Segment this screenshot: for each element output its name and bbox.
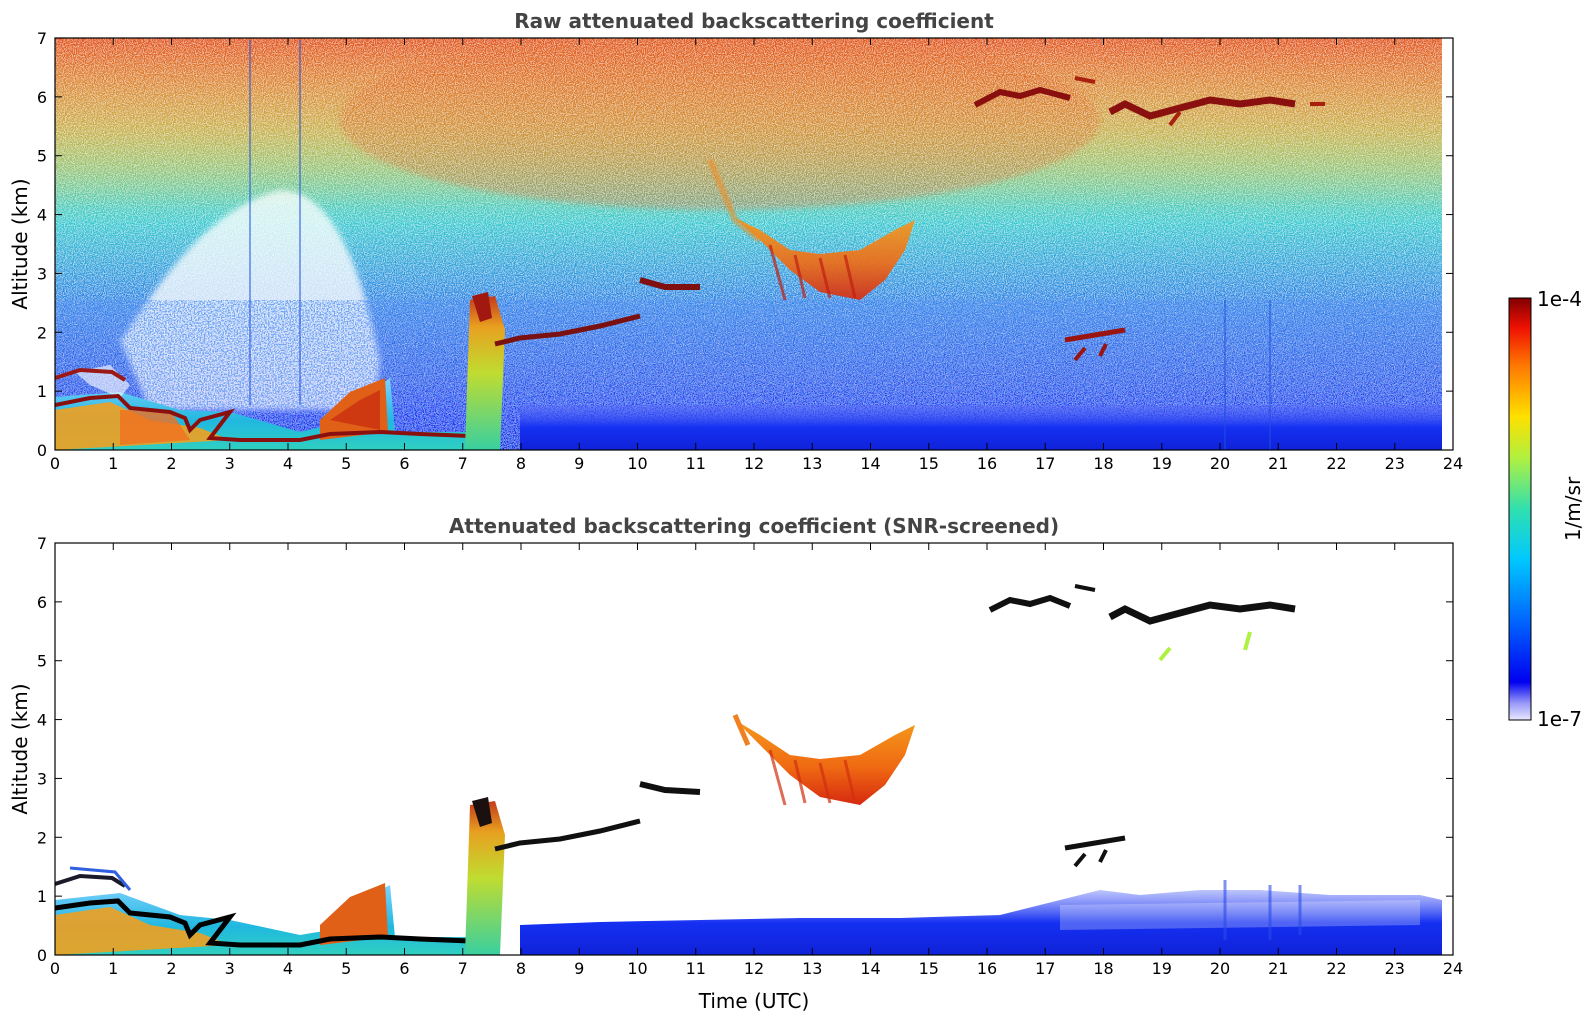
screened-y-tick-label: 7 [37, 534, 47, 553]
screened-x-tick-label: 23 [1385, 959, 1405, 978]
screened-x-tick-label: 13 [802, 959, 822, 978]
screened-x-tick-label: 5 [341, 959, 351, 978]
raw-x-tick-label: 19 [1152, 454, 1172, 473]
screened-x-tick-label: 3 [225, 959, 235, 978]
screened-x-tick-label: 12 [744, 959, 764, 978]
raw-x-tick-label: 17 [1035, 454, 1055, 473]
raw-x-tick-label: 0 [50, 454, 60, 473]
raw-x-tick-label: 22 [1326, 454, 1346, 473]
raw-x-axis: 0 1 2 3 4 5 6 7 8 9 10 11 12 13 14 15 16 17 18 19 20 21 22 23 24 [50, 38, 1463, 473]
raw-x-tick-label: 20 [1210, 454, 1230, 473]
screened-y-axis: 0 1 2 3 4 5 6 7 [37, 534, 1453, 965]
raw-x-tick-label: 16 [977, 454, 997, 473]
screened-x-tick-label: 6 [399, 959, 409, 978]
colorbar-min-label: 1e-7 [1537, 707, 1582, 731]
screened-y-tick-label: 2 [37, 828, 47, 847]
raw-x-tick-label: 4 [283, 454, 293, 473]
screened-x-axis: 0 1 2 3 4 5 6 7 8 9 10 11 12 13 14 15 16 17 18 19 20 21 22 23 24 [50, 543, 1463, 978]
raw-backscatter-panel: Raw attenuated backscattering coefficien… [8, 9, 1463, 473]
screened-x-tick-label: 20 [1210, 959, 1230, 978]
raw-x-tick-label: 15 [919, 454, 939, 473]
screened-x-tick-label: 9 [574, 959, 584, 978]
screened-x-tick-label: 24 [1443, 959, 1463, 978]
screened-x-tick-label: 21 [1268, 959, 1288, 978]
raw-y-tick-label: 3 [37, 264, 47, 283]
screened-x-tick-label: 19 [1152, 959, 1172, 978]
screened-x-tick-label: 1 [108, 959, 118, 978]
screened-y-tick-label: 3 [37, 769, 47, 788]
screened-x-tick-label: 10 [627, 959, 647, 978]
raw-y-tick-label: 4 [37, 206, 47, 225]
screened-x-tick-label: 7 [458, 959, 468, 978]
screened-x-tick-label: 8 [516, 959, 526, 978]
raw-panel-title: Raw attenuated backscattering coefficien… [514, 9, 994, 33]
raw-x-tick-label: 24 [1443, 454, 1463, 473]
screened-x-tick-label: 17 [1035, 959, 1055, 978]
colorbar: 1e-4 1e-7 1/m/sr [1508, 287, 1585, 731]
raw-x-tick-label: 14 [860, 454, 880, 473]
raw-y-tick-label: 5 [37, 147, 47, 166]
raw-x-tick-label: 18 [1093, 454, 1113, 473]
raw-y-tick-label: 6 [37, 88, 47, 107]
screened-y-tick-label: 6 [37, 593, 47, 612]
time-axis-label: Time (UTC) [698, 989, 810, 1013]
screened-x-tick-label: 22 [1326, 959, 1346, 978]
raw-x-tick-label: 9 [574, 454, 584, 473]
raw-x-tick-label: 5 [341, 454, 351, 473]
screened-panel-title: Attenuated backscattering coefficient (S… [449, 514, 1059, 538]
colorbar-scale [1508, 297, 1532, 721]
raw-x-tick-label: 11 [686, 454, 706, 473]
raw-x-tick-label: 12 [744, 454, 764, 473]
raw-y-axis-label: Altitude (km) [8, 178, 32, 309]
screened-x-tick-label: 15 [919, 959, 939, 978]
screened-x-tick-label: 16 [977, 959, 997, 978]
raw-x-tick-label: 3 [225, 454, 235, 473]
raw-y-tick-label: 7 [37, 29, 47, 48]
raw-x-tick-label: 21 [1268, 454, 1288, 473]
raw-x-tick-label: 8 [516, 454, 526, 473]
raw-x-tick-label: 13 [802, 454, 822, 473]
screened-y-tick-label: 0 [37, 946, 47, 965]
screened-x-tick-label: 0 [50, 959, 60, 978]
screened-x-tick-label: 14 [860, 959, 880, 978]
raw-x-tick-label: 6 [399, 454, 409, 473]
raw-x-tick-label: 1 [108, 454, 118, 473]
raw-y-tick-label: 0 [37, 441, 47, 460]
colorbar-unit-label: 1/m/sr [1561, 476, 1585, 541]
screened-backscatter-panel: Attenuated backscattering coefficient (S… [8, 514, 1463, 1013]
raw-x-tick-label: 10 [627, 454, 647, 473]
raw-y-tick-label: 2 [37, 323, 47, 342]
screened-y-tick-label: 5 [37, 652, 47, 671]
screened-heatmap [55, 543, 1453, 955]
screened-x-tick-label: 4 [283, 959, 293, 978]
raw-x-tick-label: 2 [166, 454, 176, 473]
raw-y-axis: 0 1 2 3 4 5 6 7 [37, 29, 1453, 460]
screened-x-tick-label: 11 [686, 959, 706, 978]
screened-y-tick-label: 4 [37, 711, 47, 730]
raw-x-tick-label: 7 [458, 454, 468, 473]
screened-y-axis-label: Altitude (km) [8, 683, 32, 814]
screened-x-tick-label: 2 [166, 959, 176, 978]
raw-x-tick-label: 23 [1385, 454, 1405, 473]
raw-heatmap [55, 38, 1453, 450]
screened-x-tick-label: 18 [1093, 959, 1113, 978]
raw-y-tick-label: 1 [37, 382, 47, 401]
screened-y-tick-label: 1 [37, 887, 47, 906]
colorbar-max-label: 1e-4 [1537, 287, 1582, 311]
